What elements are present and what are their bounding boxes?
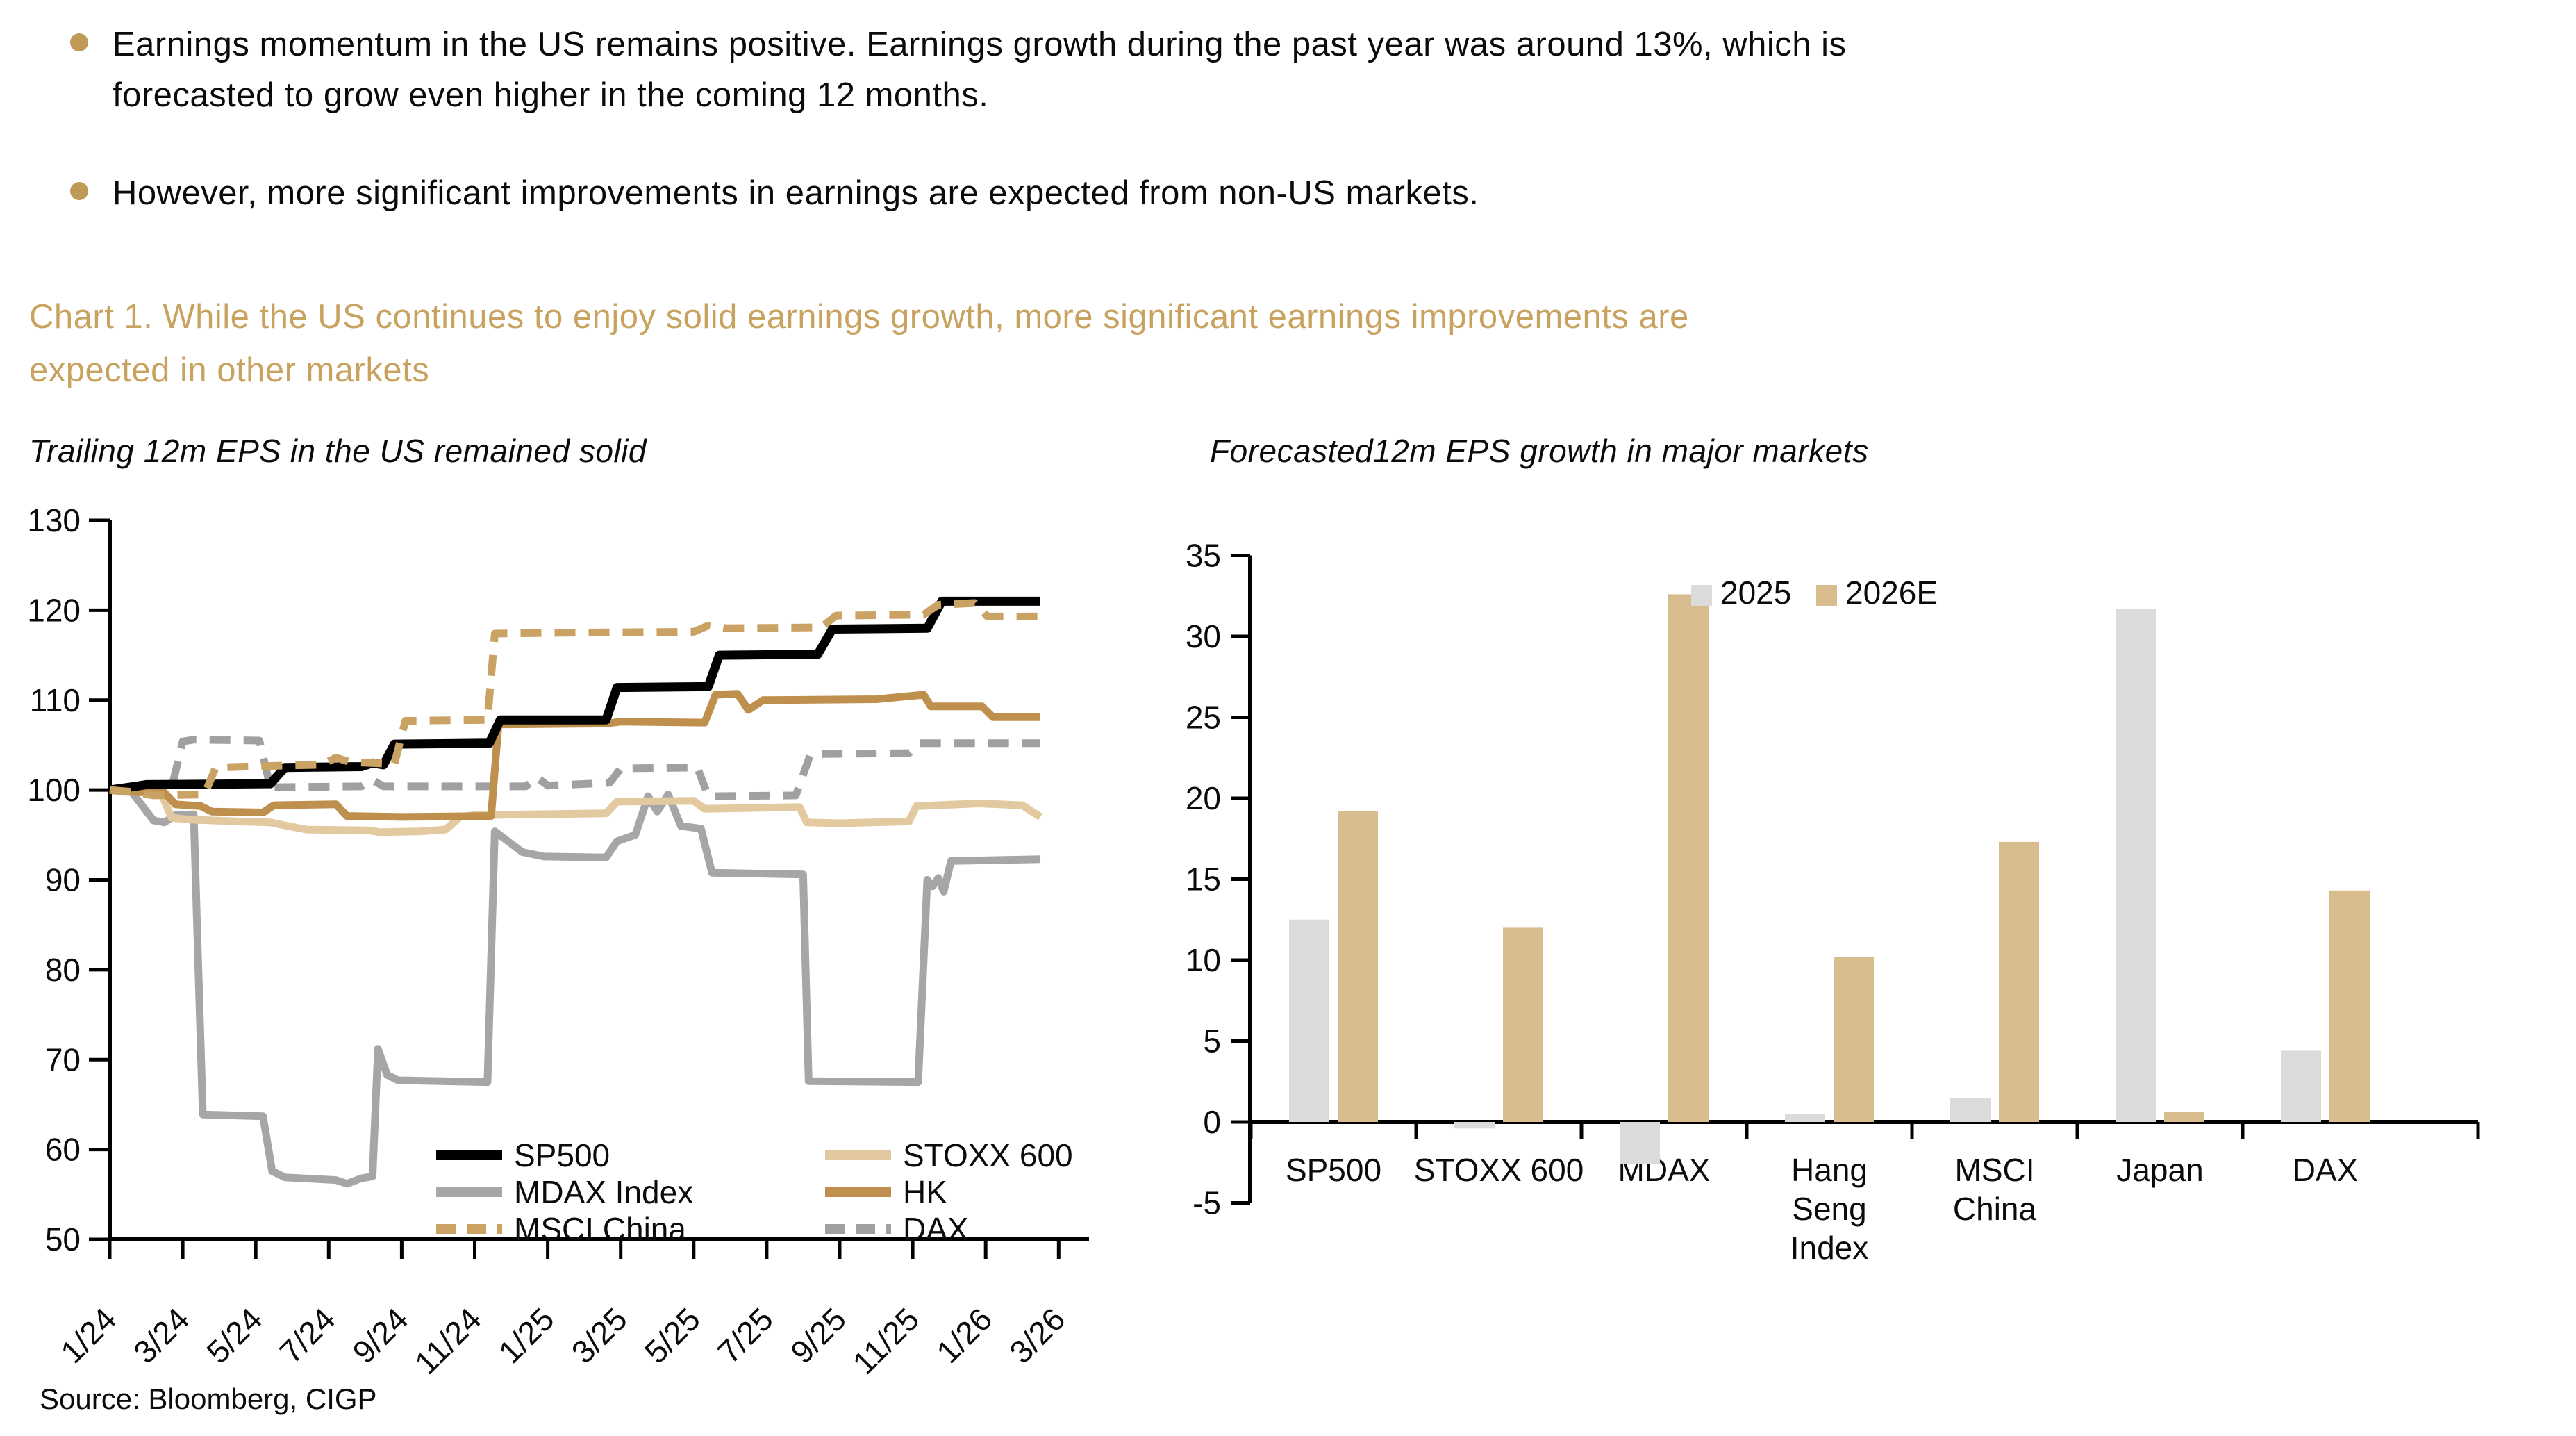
bar-2025-sp500 bbox=[1289, 919, 1329, 1122]
x-tick-label: 3/26 bbox=[1002, 1301, 1072, 1370]
x-tick-label: 9/24 bbox=[345, 1301, 415, 1370]
category-label-dax: DAX bbox=[2293, 1152, 2359, 1188]
right-chart-ticks bbox=[1231, 554, 2480, 1205]
bar-2025-msci-china bbox=[1950, 1098, 1991, 1122]
y-tick-label: 70 bbox=[45, 1041, 81, 1078]
series-sp500 bbox=[109, 596, 1040, 795]
x-tick-label: 5/24 bbox=[199, 1301, 269, 1370]
y-tick-label: 25 bbox=[1186, 700, 1221, 736]
y-tick-label: 110 bbox=[30, 682, 81, 718]
series-msci-china bbox=[109, 599, 1040, 800]
category-label-japan: Japan bbox=[2116, 1152, 2203, 1188]
category-label-hang-seng-index: Index bbox=[1790, 1230, 1869, 1266]
y-tick-label: 30 bbox=[1186, 618, 1221, 654]
bar-2025-mdax bbox=[1620, 1122, 1660, 1164]
y-tick-label: 60 bbox=[45, 1132, 81, 1168]
x-tick-label: 5/25 bbox=[638, 1301, 707, 1370]
x-tick-label: 1/24 bbox=[53, 1301, 123, 1370]
category-label-msci-china: MSCI bbox=[1955, 1152, 2035, 1188]
y-tick-label: 20 bbox=[1186, 780, 1221, 816]
x-tick-label: 3/25 bbox=[565, 1301, 634, 1370]
y-tick-label: 130 bbox=[27, 502, 81, 538]
category-label-hang-seng-index: Hang bbox=[1791, 1152, 1868, 1188]
x-tick-label: 9/25 bbox=[783, 1301, 853, 1370]
bar-2026E-mdax bbox=[1668, 594, 1709, 1122]
legend-label-2025: 2025 bbox=[1720, 575, 1791, 611]
bar-2025-hang-seng-index bbox=[1785, 1114, 1825, 1122]
x-tick-label: 11/25 bbox=[845, 1301, 926, 1381]
x-tick-label: 11/24 bbox=[408, 1301, 488, 1381]
series-mdax-index bbox=[109, 786, 1041, 1188]
bullet-dot-1 bbox=[70, 33, 88, 51]
source-note: Source: Bloomberg, CIGP bbox=[40, 1383, 377, 1415]
bar-2026E-japan bbox=[2164, 1112, 2204, 1122]
category-label-msci-china: China bbox=[1953, 1191, 2037, 1227]
y-tick-label: 35 bbox=[1186, 538, 1221, 574]
legend-label-sp500: SP500 bbox=[514, 1137, 610, 1173]
left-chart-subtitle: Trailing 12m EPS in the US remained soli… bbox=[29, 433, 647, 469]
legend-label-hk: HK bbox=[903, 1174, 947, 1210]
category-label-sp500: SP500 bbox=[1286, 1152, 1381, 1188]
bar-2026E-hang-seng-index bbox=[1834, 957, 1874, 1122]
legend-label-dax: DAX bbox=[903, 1211, 969, 1247]
bullet-1-line-2: forecasted to grow even higher in the co… bbox=[113, 76, 989, 114]
y-tick-label: 10 bbox=[1186, 942, 1221, 978]
bullet-dot-2 bbox=[70, 182, 88, 200]
chart-heading: Chart 1. While the US continues to enjoy… bbox=[29, 290, 1689, 397]
bullet-1-line-1: Earnings momentum in the US remains posi… bbox=[113, 26, 1847, 63]
y-tick-label: 5 bbox=[1203, 1023, 1221, 1059]
y-tick-label: 80 bbox=[45, 952, 81, 988]
y-tick-label: 0 bbox=[1203, 1104, 1221, 1140]
right-chart-legend: 2025 2026E bbox=[1691, 575, 1938, 611]
series-dax bbox=[110, 736, 1040, 800]
legend-label-stoxx-600: STOXX 600 bbox=[903, 1137, 1073, 1173]
bar-2025-stoxx-600 bbox=[1454, 1122, 1495, 1129]
x-tick-label: 1/25 bbox=[492, 1301, 561, 1370]
bar-2025-japan bbox=[2116, 609, 2156, 1122]
category-label-hang-seng-index: Seng bbox=[1792, 1191, 1866, 1227]
y-tick-label: -5 bbox=[1193, 1185, 1221, 1221]
bars bbox=[1289, 594, 2370, 1164]
x-tick-label: 3/24 bbox=[126, 1301, 196, 1370]
x-tick-label: 7/24 bbox=[272, 1301, 342, 1370]
legend-swatch-2026e bbox=[1816, 585, 1837, 606]
chart-heading-line-1: Chart 1. While the US continues to enjoy… bbox=[29, 298, 1689, 336]
legend-label-mdax-index: MDAX Index bbox=[514, 1174, 693, 1210]
right-chart-subtitle: Forecasted12m EPS growth in major market… bbox=[1210, 433, 1869, 469]
legend-swatch-2025 bbox=[1691, 585, 1712, 606]
bar-2025-dax bbox=[2281, 1050, 2321, 1122]
category-label-stoxx-600: STOXX 600 bbox=[1414, 1152, 1584, 1188]
chart-heading-line-2: expected in other markets bbox=[29, 352, 430, 389]
y-tick-label: 100 bbox=[27, 772, 81, 808]
y-tick-label: 90 bbox=[45, 862, 81, 898]
y-tick-label: 50 bbox=[45, 1221, 81, 1257]
legend-label-2026e: 2026E bbox=[1845, 575, 1938, 611]
x-tick-label: 7/25 bbox=[711, 1301, 780, 1370]
bar-2026E-stoxx-600 bbox=[1503, 927, 1543, 1122]
bullet-2-line-1: However, more significant improvements i… bbox=[113, 174, 1479, 212]
bar-2026E-msci-china bbox=[1999, 841, 2039, 1122]
left-chart-ticks bbox=[89, 518, 1061, 1259]
legend-label-msci-china: MSCI China bbox=[514, 1211, 686, 1247]
bar-2026E-dax bbox=[2329, 890, 2370, 1122]
x-tick-label: 1/26 bbox=[929, 1301, 999, 1370]
bar-2026E-sp500 bbox=[1338, 811, 1378, 1122]
y-tick-label: 120 bbox=[27, 592, 81, 628]
y-tick-label: 15 bbox=[1186, 861, 1221, 898]
